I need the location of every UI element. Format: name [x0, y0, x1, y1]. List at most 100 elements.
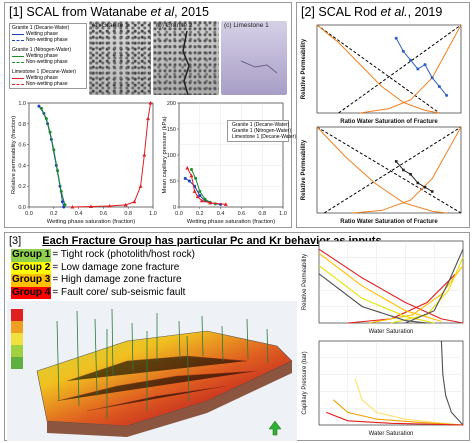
- data-point: [409, 173, 412, 176]
- chart-watanabe-kr: 0.0 0.2 0.4 0.6 0.8 1.0 0.0 0.2 0.4 0.6 0.8 1.0 Wett…: [11, 101, 157, 225]
- data-point: [423, 63, 427, 67]
- data-point: [416, 67, 420, 71]
- x-tick-label: 1.0: [279, 211, 287, 217]
- data-point: [63, 203, 67, 207]
- series-line: [326, 411, 464, 426]
- data-point: [59, 189, 63, 193]
- photo-granite-1: (a) Granite 1: [89, 21, 151, 95]
- color-scale: [11, 309, 23, 369]
- data-point: [416, 181, 420, 185]
- x-tick-label: 1.0: [149, 211, 157, 217]
- x-tick-label: 0.6: [100, 211, 108, 217]
- y-tick-label: 1.0: [18, 101, 26, 107]
- group-4: Group 4 = Fault core/ sub-seismic fault: [11, 286, 195, 299]
- y-axis-label: Capillary Pressure (bar): [302, 351, 308, 414]
- data-point: [401, 49, 405, 53]
- plot-frame: [318, 340, 464, 426]
- series-line: [323, 126, 462, 214]
- series-line: [318, 273, 428, 324]
- legend-item: Limestone 1 (Decane-Water): [232, 134, 297, 140]
- series-line: [316, 24, 440, 114]
- legend-item: Granite 1 (Nitrogen-Water): [232, 128, 291, 134]
- series-line: [352, 126, 462, 214]
- data-point: [223, 202, 228, 206]
- legend-item: Wetting phase: [12, 75, 84, 81]
- series-line: [338, 24, 462, 114]
- group-tag: Group 2: [11, 261, 52, 274]
- panel1-title: [1] SCAL from Watanabe et al, 2015: [9, 5, 209, 19]
- plot-frame: [316, 24, 462, 114]
- data-point: [437, 85, 441, 89]
- group-desc: = Fault core/ sub-seismic fault: [52, 286, 186, 298]
- y-axis-label: Relative Permeability: [301, 38, 307, 99]
- data-point: [44, 117, 48, 121]
- group-1: Group 1 = Tight rock (photolith/host rock…: [11, 249, 195, 262]
- x-axis-label: Ratio Water Saturation of Fracture: [340, 219, 438, 225]
- legend-item: Non-wetting phase: [12, 59, 84, 65]
- panel1-title-text: SCAL from Watanabe: [26, 5, 151, 19]
- panel2-title-text: SCAL Rod: [318, 5, 381, 19]
- photo-label: (b) Granite 2: [156, 22, 193, 29]
- y-tick-label: 0.0: [18, 205, 26, 211]
- data-point: [146, 116, 151, 121]
- y-tick-label: 0.6: [18, 143, 26, 149]
- panel-fracture-groups: [3] Each Fracture Group has particular P…: [4, 232, 470, 441]
- group-tag: Group 1: [11, 249, 52, 262]
- legend-header-3: Limestone 1 (Decane-Water): [12, 69, 77, 75]
- data-point: [192, 189, 197, 193]
- data-point: [138, 184, 143, 188]
- chart-rod-kr-top: Ratio Water Saturation of Fracture Relati…: [301, 24, 462, 125]
- data-point: [430, 190, 434, 193]
- fracture-crack: [182, 30, 190, 95]
- data-point: [198, 194, 202, 198]
- group-tag: Group 3: [11, 274, 52, 287]
- legend-header-2: Granite 1 (Nitrogen-Water): [12, 47, 71, 53]
- well-lines: [56, 308, 269, 419]
- data-point: [37, 104, 41, 108]
- panel2-title-year: , 2019: [407, 5, 443, 19]
- data-point: [185, 166, 190, 170]
- panel2-title: [2] SCAL Rod et al., 2019: [301, 5, 442, 19]
- data-point: [107, 203, 112, 208]
- y-axis-label: Relative permeability (fraction): [11, 116, 17, 194]
- panel1-title-italic: et al: [150, 5, 175, 19]
- data-point: [148, 101, 153, 105]
- group-tag: Group 4: [11, 286, 52, 299]
- y-tick-label: 0.2: [18, 184, 26, 190]
- y-axis-label: Relative Permeability: [302, 254, 308, 310]
- legend-item: Wetting phase: [12, 53, 84, 59]
- legend-item: Non-wetting phase: [12, 37, 84, 43]
- chart-rod-kr-bottom: Ratio Water Saturation of Fracture Relati…: [301, 126, 462, 225]
- legend-pc: Granite 1 (Decane-Water) Granite 1 (Nitr…: [227, 120, 297, 142]
- data-point: [56, 169, 60, 173]
- x-axis-label: Ratio Water Saturation of Fracture: [340, 119, 438, 125]
- photo-label: (a) Granite 1: [92, 22, 129, 29]
- data-point: [199, 198, 204, 203]
- reservoir-3d-model: [7, 301, 297, 441]
- x-tick-label: 0.2: [196, 211, 204, 217]
- panel1-number: [1]: [9, 5, 23, 19]
- panel2-number: [2]: [301, 5, 315, 19]
- series-line: [316, 24, 440, 114]
- data-point: [60, 200, 64, 204]
- series-line: [316, 126, 462, 214]
- legend-item: Non-wetting phase: [12, 81, 84, 87]
- group-list: Group 1 = Tight rock (photolith/host rock…: [11, 249, 195, 299]
- photo-label: (c) Limestone 1: [224, 22, 269, 29]
- series-line: [318, 248, 464, 324]
- group-desc: = High damage zone fracture: [52, 274, 182, 285]
- x-axis-label: Water Saturation: [369, 431, 414, 437]
- panel1-title-year: , 2015: [174, 5, 209, 19]
- data-point: [194, 176, 198, 180]
- series-line: [405, 248, 464, 324]
- photo-granite-2: (b) Granite 2: [153, 21, 219, 95]
- legend-item: Granite 1 (Decane-Water): [232, 122, 290, 128]
- data-point: [123, 202, 128, 207]
- x-tick-label: 0.8: [258, 211, 266, 217]
- data-point: [48, 130, 52, 134]
- series-line: [440, 340, 464, 426]
- panel-watanabe: [1] SCAL from Watanabe et al, 2015 Grani…: [4, 2, 297, 228]
- north-arrow-icon: [268, 420, 282, 436]
- series-line: [333, 399, 464, 426]
- x-tick-label: 0.0: [25, 211, 33, 217]
